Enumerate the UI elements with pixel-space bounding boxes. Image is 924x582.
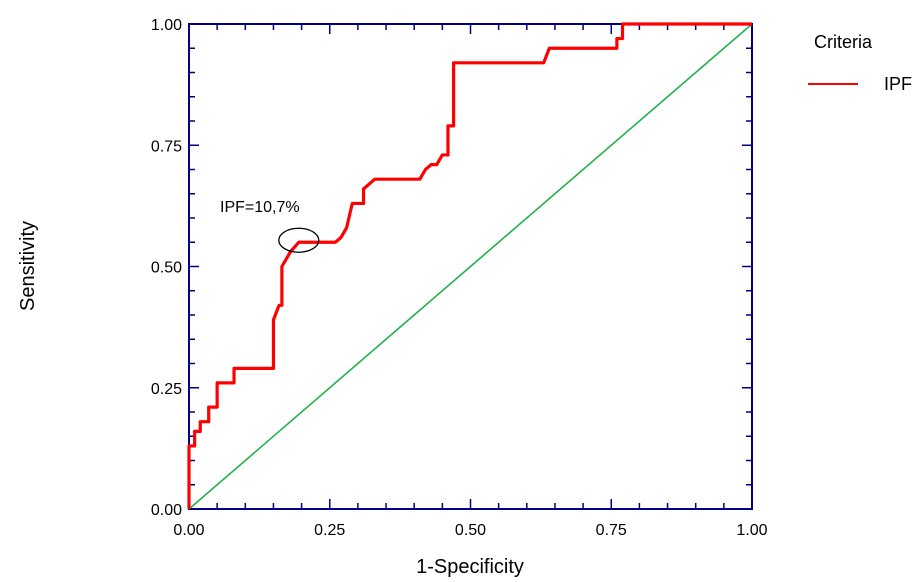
y-tick-label: 0.00 xyxy=(151,502,182,519)
series-lines xyxy=(187,22,753,510)
x-tick-label: 1.00 xyxy=(736,522,767,539)
legend-title: Criteria xyxy=(814,32,873,52)
x-tick-label: 0.00 xyxy=(173,522,204,539)
annotation-ellipse xyxy=(278,227,320,253)
y-tick-label: 1.00 xyxy=(151,17,182,34)
y-axis-title: Sensitivity xyxy=(17,221,39,311)
reference-diagonal-line xyxy=(188,23,753,510)
series-line-ipf xyxy=(187,22,752,509)
y-tick-label: 0.50 xyxy=(151,260,182,277)
legend-label-ipf: IPF xyxy=(884,74,912,94)
y-tick-label: 0.75 xyxy=(151,138,182,155)
x-tick-labels: 0.00 0.25 0.50 0.75 1.00 xyxy=(173,522,767,539)
x-axis-title: 1-Specificity xyxy=(416,556,524,578)
x-tick-label: 0.50 xyxy=(455,522,486,539)
y-tick-labels: 0.00 0.25 0.50 0.75 1.00 xyxy=(151,17,182,519)
annotation-label: IPF=10,7% xyxy=(220,199,300,216)
x-tick-label: 0.75 xyxy=(596,522,627,539)
y-tick-label: 0.25 xyxy=(151,381,182,398)
x-tick-label: 0.25 xyxy=(314,522,345,539)
